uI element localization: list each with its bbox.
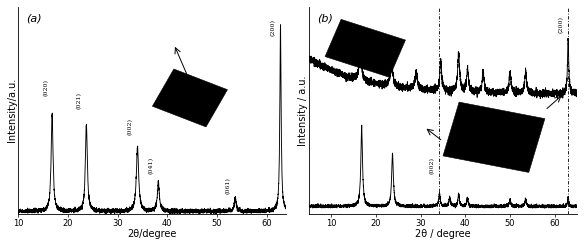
Polygon shape xyxy=(325,19,405,77)
Text: (061): (061) xyxy=(226,177,231,194)
Polygon shape xyxy=(443,102,545,172)
Text: (200): (200) xyxy=(271,19,276,36)
Y-axis label: Intensity/a.u.: Intensity/a.u. xyxy=(7,78,17,142)
Text: (041): (041) xyxy=(149,157,154,174)
X-axis label: 2θ / degree: 2θ / degree xyxy=(415,229,471,239)
Text: (a): (a) xyxy=(26,13,42,23)
Text: (b): (b) xyxy=(317,13,333,23)
X-axis label: 2θ/degree: 2θ/degree xyxy=(128,229,177,239)
Text: (021): (021) xyxy=(77,92,82,109)
Y-axis label: Intensity / a.u.: Intensity / a.u. xyxy=(298,75,308,146)
Text: (020): (020) xyxy=(43,79,48,96)
Text: (002): (002) xyxy=(128,118,133,135)
Polygon shape xyxy=(152,69,227,127)
Text: (002): (002) xyxy=(430,157,435,174)
Text: (200): (200) xyxy=(559,15,564,32)
